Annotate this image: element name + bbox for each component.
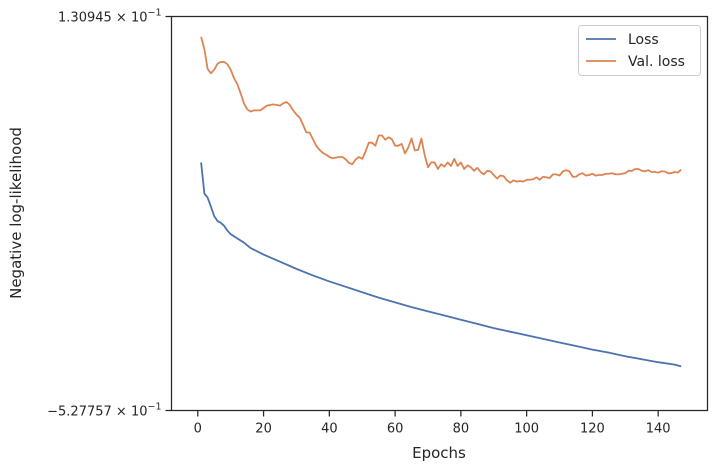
- x-tick-label: 80: [453, 422, 470, 437]
- x-tick-label: 0: [194, 422, 202, 437]
- y-tick-mantissa: 1.30945 ×: [58, 11, 131, 26]
- series-line-val-loss: [200, 36, 682, 184]
- legend-box: [578, 25, 701, 76]
- y-tick-exponent: −1: [147, 402, 161, 413]
- x-tick-label: 20: [255, 422, 272, 437]
- y-tick-exponent: −1: [147, 8, 161, 19]
- plot-frame: [170, 15, 709, 412]
- y-tick-base: 10: [131, 11, 148, 26]
- series-line-loss: [200, 162, 682, 368]
- legend-label: Val. loss: [628, 54, 685, 70]
- legend: Loss Val. loss: [578, 25, 701, 76]
- y-axis-ticks: −5.27757 × 10−11.30945 × 10−1: [47, 8, 172, 420]
- y-tick-base: 10: [131, 405, 148, 420]
- x-tick-label: 60: [387, 422, 404, 437]
- y-tick-label: −5.27757 × 10−1: [47, 402, 161, 420]
- y-tick-mantissa: −5.27757 ×: [47, 405, 131, 420]
- x-axis-label: Epochs: [412, 444, 466, 462]
- legend-label: Loss: [628, 32, 659, 48]
- x-tick-label: 120: [580, 422, 605, 437]
- x-axis-ticks: 0 20 40 60 80 100 120 140: [194, 410, 671, 437]
- x-tick-label: 140: [646, 422, 671, 437]
- x-tick-label: 100: [514, 422, 539, 437]
- y-tick-label: 1.30945 × 10−1: [58, 8, 161, 26]
- x-tick-label: 40: [321, 422, 338, 437]
- y-axis-label: Negative log-likelihood: [7, 127, 25, 299]
- series-layer: [200, 36, 682, 368]
